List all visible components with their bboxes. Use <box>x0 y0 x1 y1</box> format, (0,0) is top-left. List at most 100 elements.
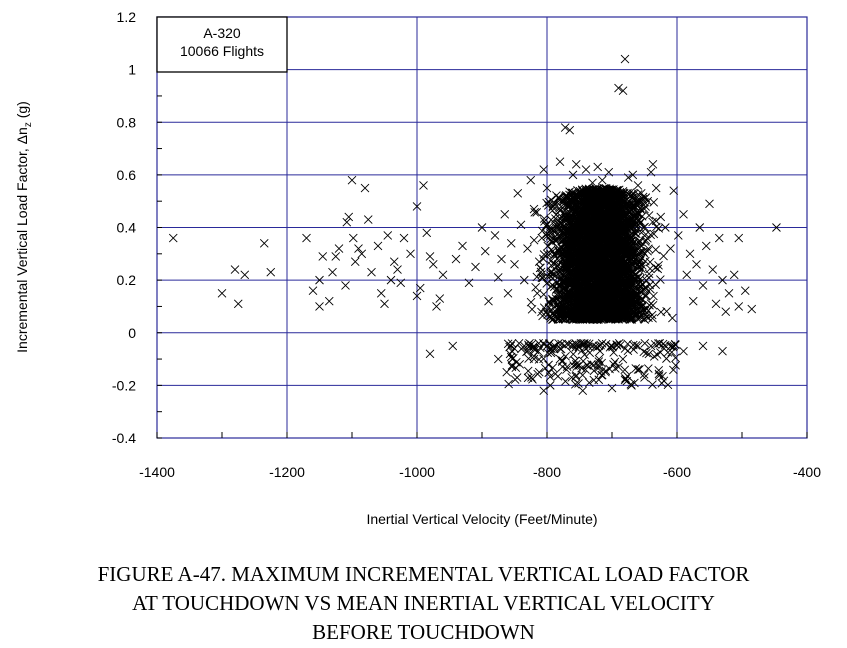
data-points <box>168 54 781 395</box>
data-point <box>502 367 512 377</box>
data-point <box>640 373 649 382</box>
data-point <box>373 241 383 251</box>
legend-box: A-320 10066 Flights <box>156 16 288 73</box>
data-point <box>438 270 448 280</box>
data-point <box>649 229 659 239</box>
data-point <box>663 380 673 390</box>
data-point <box>584 215 593 224</box>
data-point <box>615 262 624 272</box>
data-point <box>597 358 606 368</box>
data-point <box>604 167 614 177</box>
data-point <box>527 304 537 314</box>
data-point <box>545 224 555 233</box>
data-point <box>363 215 373 224</box>
data-point <box>644 349 654 359</box>
data-point <box>586 248 595 258</box>
data-point <box>386 275 396 285</box>
data-point <box>350 257 360 267</box>
data-point <box>597 370 606 380</box>
data-point <box>565 279 575 288</box>
data-point <box>625 266 635 275</box>
data-point <box>618 86 628 95</box>
data-point <box>545 249 555 259</box>
data-point <box>571 160 581 169</box>
data-point <box>548 363 558 373</box>
data-point <box>656 212 666 222</box>
data-point <box>579 311 589 321</box>
data-point <box>567 203 577 212</box>
data-point <box>604 267 614 277</box>
data-point <box>383 231 393 240</box>
data-point <box>598 234 608 244</box>
data-point <box>571 379 580 389</box>
data-point <box>620 344 630 353</box>
data-point <box>558 356 567 365</box>
data-point <box>532 288 542 298</box>
data-point <box>376 288 386 298</box>
data-point <box>568 278 578 288</box>
data-point <box>549 311 559 320</box>
data-point <box>348 233 358 243</box>
data-point <box>396 278 406 288</box>
data-point <box>640 338 650 348</box>
y-tick-label: 0 <box>128 325 136 341</box>
y-axis-label-unit: (g) <box>14 101 30 122</box>
data-point <box>504 379 514 389</box>
data-point <box>646 230 655 240</box>
data-point <box>602 261 611 271</box>
data-point <box>606 244 616 254</box>
data-point <box>610 204 619 214</box>
data-point <box>583 268 593 277</box>
data-point <box>563 259 573 268</box>
x-tick-label: -800 <box>533 464 561 480</box>
data-point <box>559 296 569 306</box>
data-point <box>587 275 596 285</box>
data-point <box>620 54 630 64</box>
y-tick-label: 0.4 <box>117 220 137 236</box>
data-point <box>599 290 609 299</box>
data-point <box>537 273 547 282</box>
data-point <box>601 188 610 198</box>
data-point <box>567 373 577 382</box>
data-point <box>393 265 402 274</box>
data-point <box>360 183 370 193</box>
data-point <box>599 300 608 310</box>
data-point <box>331 252 341 261</box>
data-point <box>354 244 363 253</box>
data-point <box>542 341 552 351</box>
data-point <box>580 224 590 234</box>
data-point <box>612 340 622 349</box>
data-point <box>711 299 721 309</box>
data-point <box>612 290 622 299</box>
data-point <box>596 308 606 317</box>
data-point <box>576 311 585 320</box>
data-point <box>594 204 603 214</box>
data-point <box>565 125 575 135</box>
data-point <box>635 266 645 276</box>
data-point <box>641 202 650 211</box>
data-point <box>649 352 659 361</box>
data-point <box>581 257 591 267</box>
data-point <box>579 251 588 261</box>
y-tick-label: 1 <box>128 62 136 78</box>
data-point <box>568 287 577 297</box>
data-point <box>539 165 549 174</box>
data-point <box>618 354 628 364</box>
data-point <box>688 296 698 306</box>
data-point <box>636 255 645 265</box>
data-point <box>600 267 610 277</box>
x-tick-label: -1200 <box>269 464 305 480</box>
data-point <box>571 360 581 369</box>
data-point <box>644 313 653 323</box>
data-point <box>537 270 547 279</box>
data-point <box>601 201 611 210</box>
data-point <box>618 262 628 271</box>
data-point <box>610 229 619 239</box>
data-point <box>545 381 555 390</box>
data-point <box>594 354 604 364</box>
data-point <box>585 185 595 195</box>
data-point <box>598 210 608 219</box>
data-point <box>233 299 243 309</box>
data-point <box>549 217 558 227</box>
data-point <box>523 244 532 253</box>
